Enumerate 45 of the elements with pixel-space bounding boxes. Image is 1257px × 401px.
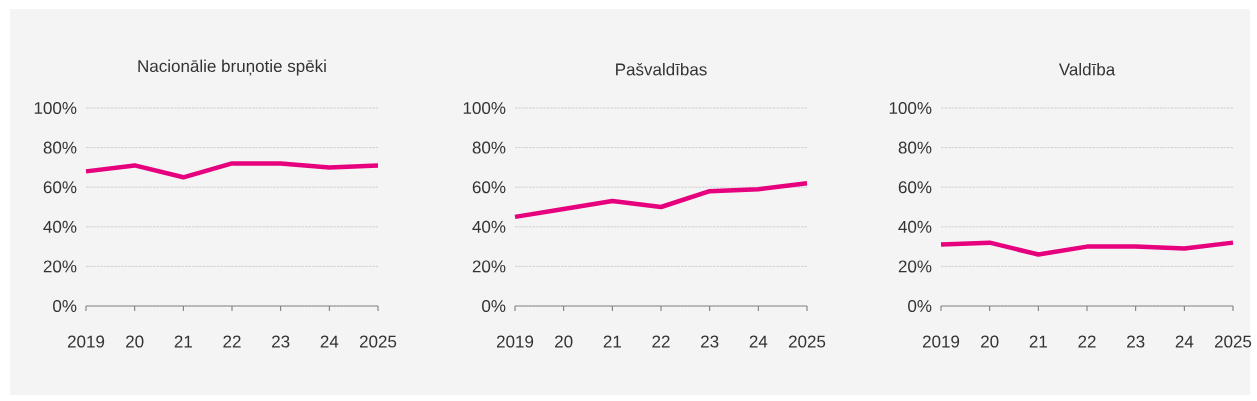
y-tick-label: 0% (53, 299, 77, 313)
x-tick-label: 24 (749, 335, 768, 348)
y-tick-label: 100% (463, 101, 506, 115)
x-tick-label: 2019 (67, 335, 105, 348)
y-tick-label: 20% (43, 260, 77, 273)
y-tick-label: 40% (898, 220, 932, 233)
x-tick-label: 22 (1078, 335, 1096, 348)
x-tick-label: 2025 (359, 335, 397, 348)
y-tick-label: 100% (889, 101, 932, 115)
y-tick-label: 0% (482, 299, 506, 313)
x-tick-label: 21 (1029, 335, 1047, 348)
y-tick-label: 60% (43, 181, 77, 194)
y-tick-label: 20% (472, 260, 506, 273)
x-tick-label: 24 (320, 335, 339, 348)
x-tick-label: 23 (701, 335, 719, 348)
x-tick-label: 23 (1127, 335, 1145, 348)
x-tick-label: 22 (652, 335, 670, 348)
chart-title: Valdība (1058, 63, 1116, 76)
y-tick-label: 100% (34, 101, 77, 115)
y-tick-label: 80% (43, 141, 77, 154)
x-tick-label: 2019 (922, 335, 960, 348)
chart-title: Pašvaldības (616, 62, 707, 76)
x-tick-label: 2025 (1214, 335, 1252, 348)
x-tick-label: 20 (555, 335, 573, 348)
line-series (512, 180, 810, 220)
x-tick-label: 20 (981, 335, 999, 348)
y-tick-label: 40% (43, 220, 77, 233)
y-tick-label: 0% (908, 299, 932, 313)
x-tick-label: 22 (223, 335, 241, 348)
x-tick-label: 2025 (788, 335, 826, 348)
y-tick-label: 80% (472, 141, 506, 154)
y-tick-label: 60% (472, 181, 506, 194)
y-tick-label: 60% (898, 181, 932, 194)
x-tick-label: 21 (603, 335, 621, 348)
y-tick-label: 20% (898, 260, 932, 273)
y-tick-label: 40% (472, 220, 506, 233)
x-tick-label: 23 (272, 335, 290, 348)
x-tick-label: 20 (126, 335, 144, 348)
y-tick-label: 80% (898, 141, 932, 154)
line-series (938, 240, 1236, 257)
x-tick-label: 2019 (496, 335, 534, 348)
x-tick-label: 21 (174, 335, 192, 348)
line-series (83, 161, 381, 180)
x-tick-label: 24 (1175, 335, 1194, 348)
chart-title: Nacionālie bruņotie spēki (138, 59, 326, 76)
